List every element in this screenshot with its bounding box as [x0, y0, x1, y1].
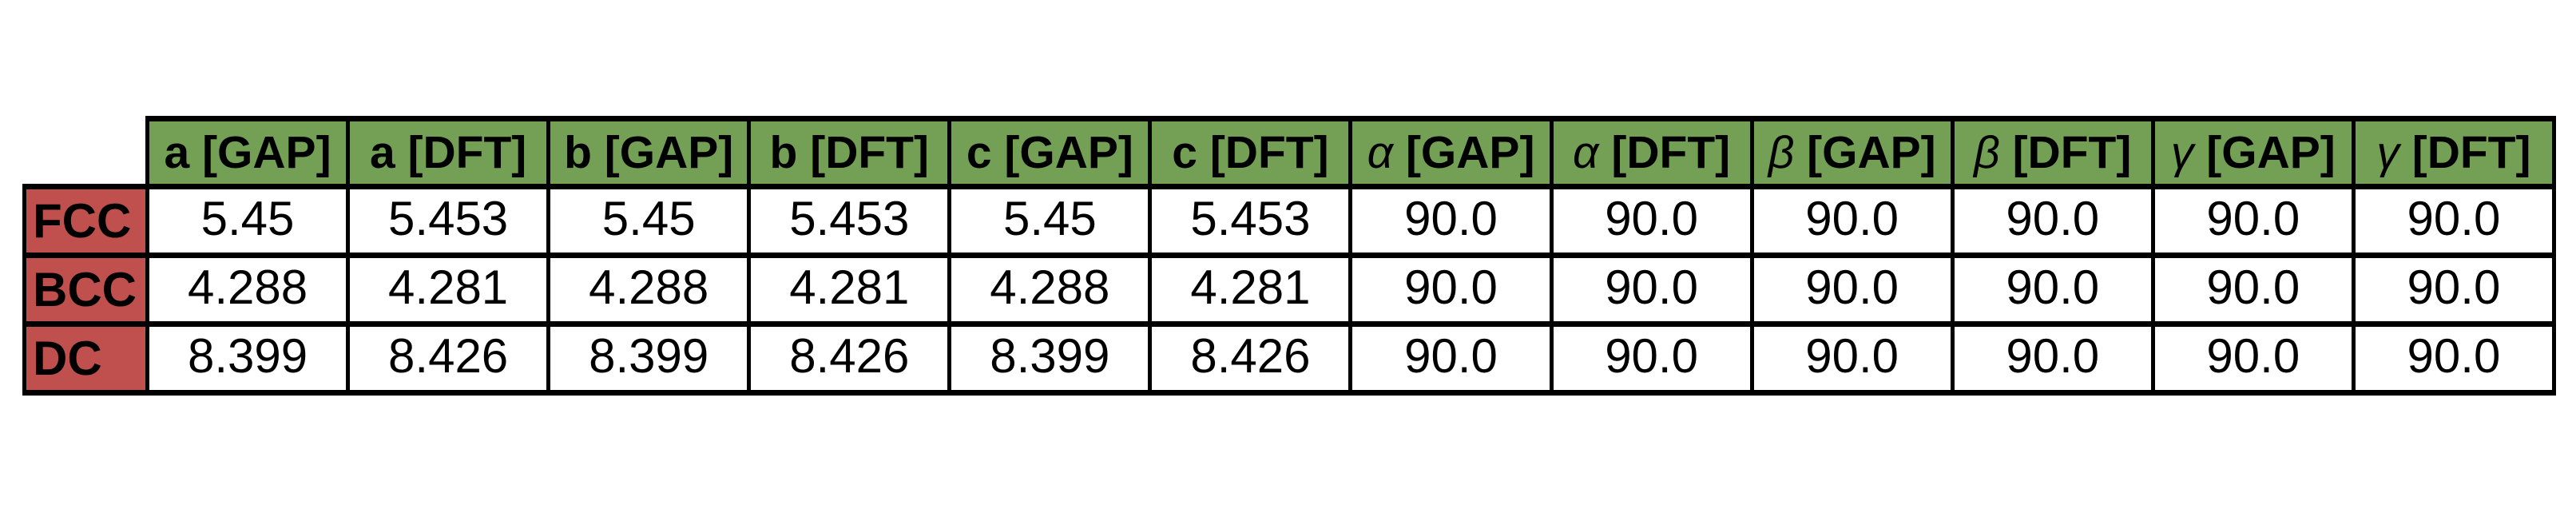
header-cell-a-dft: a [DFT]: [346, 116, 551, 189]
header-cell-gamma-dft: γ [DFT]: [2351, 116, 2557, 189]
data-cell: 8.399: [947, 321, 1153, 396]
data-cell: 90.0: [1549, 184, 1754, 258]
data-cell: 90.0: [1950, 184, 2155, 258]
header-cell-beta-dft: β [DFT]: [1950, 116, 2155, 189]
header-symbol: α: [1367, 127, 1394, 178]
data-cell: 8.399: [145, 321, 351, 396]
data-cell: 90.0: [1348, 184, 1554, 258]
header-symbol: β: [1974, 127, 2000, 178]
data-cell: 5.453: [747, 184, 952, 258]
header-method: [GAP]: [202, 127, 331, 178]
data-cell: 90.0: [1549, 253, 1754, 327]
data-cell: 4.281: [346, 253, 551, 327]
header-method: [DFT]: [407, 127, 527, 178]
header-symbol: b: [769, 127, 798, 178]
header-symbol: β: [1768, 127, 1795, 178]
header-method: [DFT]: [2411, 127, 2531, 178]
header-method: [DFT]: [1209, 127, 1329, 178]
header-method: [DFT]: [2012, 127, 2132, 178]
corner-cell: [24, 118, 148, 187]
header-symbol: a: [164, 127, 190, 178]
data-cell: 5.453: [346, 184, 551, 258]
data-cell: 4.281: [747, 253, 952, 327]
row-label-dc: DC: [22, 321, 149, 396]
header-method: [GAP]: [604, 127, 734, 178]
data-cell: 90.0: [1749, 253, 1955, 327]
data-cell: 4.281: [1148, 253, 1353, 327]
header-symbol: c: [966, 127, 992, 178]
header-cell-b-gap: b [GAP]: [546, 116, 752, 189]
header-symbol: α: [1573, 127, 1599, 178]
data-cell: 90.0: [2150, 321, 2356, 396]
data-cell: 90.0: [1749, 321, 1955, 396]
table-row-fcc: FCC 5.45 5.453 5.45 5.453 5.45 5.453 90.…: [22, 184, 2557, 258]
row-label-fcc: FCC: [22, 184, 149, 258]
header-cell-b-dft: b [DFT]: [747, 116, 952, 189]
header-cell-gamma-gap: γ [GAP]: [2150, 116, 2356, 189]
data-cell: 4.288: [145, 253, 351, 327]
data-cell: 4.288: [546, 253, 752, 327]
data-cell: 5.45: [145, 184, 351, 258]
data-cell: 5.45: [546, 184, 752, 258]
data-cell: 90.0: [2150, 184, 2356, 258]
header-cell-alpha-dft: α [DFT]: [1549, 116, 1754, 189]
data-cell: 90.0: [2351, 253, 2557, 327]
header-cell-c-dft: c [DFT]: [1148, 116, 1353, 189]
header-row: a [GAP] a [DFT] b [GAP] b [DFT] c [GAP] …: [24, 116, 2557, 189]
header-cell-alpha-gap: α [GAP]: [1348, 116, 1554, 189]
data-cell: 90.0: [1348, 253, 1554, 327]
header-method: [DFT]: [810, 127, 929, 178]
data-cell: 8.426: [1148, 321, 1353, 396]
header-method: [GAP]: [1405, 127, 1535, 178]
header-symbol: a: [369, 127, 395, 178]
data-cell: 5.453: [1148, 184, 1353, 258]
data-cell: 8.426: [747, 321, 952, 396]
data-cell: 90.0: [1348, 321, 1554, 396]
header-method: [GAP]: [1807, 127, 1936, 178]
data-cell: 90.0: [2351, 184, 2557, 258]
data-cell: 90.0: [1950, 253, 2155, 327]
data-cell: 8.426: [346, 321, 551, 396]
data-cell: 90.0: [2150, 253, 2356, 327]
data-cell: 90.0: [2351, 321, 2557, 396]
header-method: [GAP]: [1004, 127, 1133, 178]
header-symbol: γ: [2376, 127, 2399, 178]
data-cell: 8.399: [546, 321, 752, 396]
header-cell-beta-gap: β [GAP]: [1749, 116, 1955, 189]
lattice-parameters-table: a [GAP] a [DFT] b [GAP] b [DFT] c [GAP] …: [22, 116, 2557, 396]
data-cell: 90.0: [1549, 321, 1754, 396]
header-method: [DFT]: [1611, 127, 1731, 178]
data-cell: 4.288: [947, 253, 1153, 327]
header-symbol: b: [564, 127, 592, 178]
data-cell: 90.0: [1950, 321, 2155, 396]
header-cell-a-gap: a [GAP]: [145, 116, 351, 189]
data-cell: 90.0: [1749, 184, 1955, 258]
header-symbol: c: [1172, 127, 1197, 178]
row-label-bcc: BCC: [22, 253, 149, 327]
data-cell: 5.45: [947, 184, 1153, 258]
table-row-dc: DC 8.399 8.426 8.399 8.426 8.399 8.426 9…: [22, 321, 2557, 396]
header-cell-c-gap: c [GAP]: [947, 116, 1153, 189]
header-symbol: γ: [2170, 127, 2194, 178]
table-row-bcc: BCC 4.288 4.281 4.288 4.281 4.288 4.281 …: [22, 253, 2557, 327]
header-method: [GAP]: [2206, 127, 2336, 178]
